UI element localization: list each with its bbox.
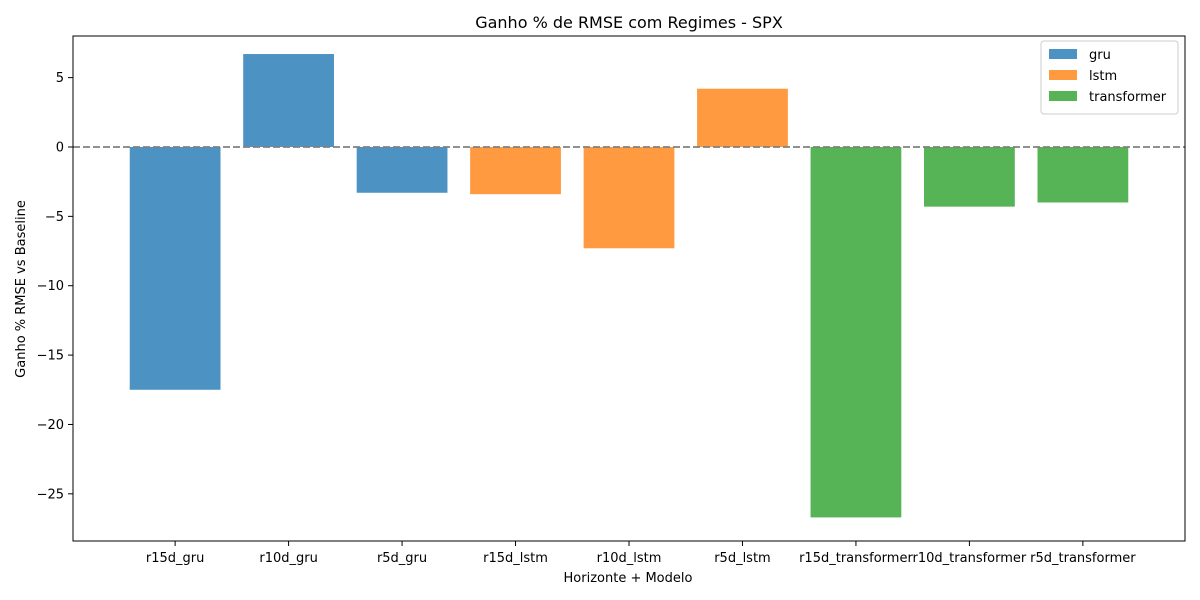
plot-frame: [72, 35, 1186, 542]
legend-swatch-gru: [1049, 49, 1077, 59]
legend-swatch-transformer: [1049, 91, 1077, 101]
legend-swatch-lstm: [1049, 70, 1077, 80]
x-tick-label: r15d_lstm: [483, 551, 548, 566]
bars-group: [129, 54, 1129, 518]
bar-r15d_transformer: [810, 146, 902, 518]
bar-r10d_transformer: [924, 146, 1015, 207]
bar-r10d_gru: [243, 54, 334, 147]
x-tick-label: r15d_gru: [146, 551, 204, 566]
x-tick-label: r5d_transformer: [1030, 551, 1136, 566]
legend: gru lstm transformer: [1040, 40, 1179, 115]
x-tick-label: r15d_transformer: [799, 551, 913, 566]
chart-title: Ganho % de RMSE com Regimes - SPX: [475, 13, 783, 32]
y-tick-label: −5: [45, 210, 64, 225]
bar-r15d_gru: [129, 146, 221, 390]
y-tick-label: −25: [37, 487, 64, 502]
bar-r5d_lstm: [697, 88, 788, 147]
x-tick-label: r10d_transformer: [913, 551, 1027, 566]
x-axis-label: Horizonte + Modelo: [564, 571, 693, 586]
bar-r5d_transformer: [1037, 146, 1129, 203]
legend-label-lstm: lstm: [1089, 69, 1117, 84]
bar-r10d_lstm: [583, 146, 675, 249]
y-tick-label: 5: [56, 71, 64, 86]
x-axis: r15d_gru r10d_gru r5d_gru r15d_lstm r10d_lst…: [146, 541, 1136, 566]
x-tick-label: r10d_lstm: [597, 551, 662, 566]
y-axis-label: Ganho % RMSE vs Baseline: [14, 200, 29, 378]
y-tick-label: −15: [37, 349, 64, 364]
y-tick-label: −10: [37, 279, 64, 294]
x-tick-label: r5d_lstm: [714, 551, 771, 566]
y-tick-label: 0: [56, 140, 64, 155]
y-axis: 5 0 −5 −10 −15 −20 −25: [37, 71, 73, 502]
x-tick-label: r10d_gru: [259, 551, 317, 566]
x-tick-label: r5d_gru: [377, 551, 427, 566]
legend-label-transformer: transformer: [1089, 90, 1167, 105]
bar-r5d_gru: [356, 146, 448, 193]
bar-r15d_lstm: [470, 146, 561, 195]
y-tick-label: −20: [37, 418, 64, 433]
legend-label-gru: gru: [1089, 48, 1111, 63]
